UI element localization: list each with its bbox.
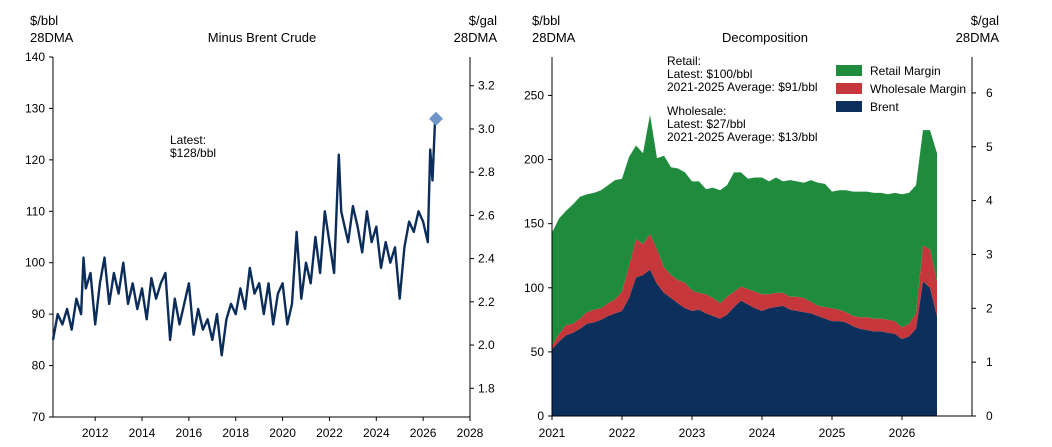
left-chart-y-tick-label: 140 bbox=[25, 50, 45, 64]
legend-label-wholesale-margin: Wholesale Margin bbox=[870, 82, 966, 96]
annotation-retail-average: 2021-2025 Average: $91/bbl bbox=[667, 80, 818, 94]
left-chart-y-tick-label: 120 bbox=[25, 153, 45, 167]
right-chart-y-tick-label: 250 bbox=[524, 88, 544, 102]
right-chart-x-tick-label: 2021 bbox=[539, 426, 566, 440]
left-chart-annotation-line2: $128/bbl bbox=[170, 146, 216, 160]
left-chart-series-line bbox=[51, 118, 438, 357]
left-chart-x-tick-label: 2026 bbox=[410, 426, 437, 440]
annotation-wholesale-heading: Wholesale: bbox=[667, 104, 726, 118]
annotation-wholesale-average: 2021-2025 Average: $13/bbl bbox=[667, 130, 818, 144]
left-chart-annotation-line1: Latest: bbox=[170, 133, 206, 147]
right-chart-x-tick-label: 2023 bbox=[679, 426, 706, 440]
right-chart-x-tick-label: 2025 bbox=[819, 426, 846, 440]
right-chart-y2-tick-label: 4 bbox=[986, 194, 993, 208]
left-chart-x-tick-label: 2012 bbox=[82, 426, 109, 440]
left-chart-latest-marker bbox=[429, 111, 444, 126]
legend-label-brent: Brent bbox=[870, 100, 899, 114]
right-chart-plot-area: 0 50 100 150 200 250 0 1 2 3 4 5 6 2021 2022 2023 2024 20… bbox=[524, 57, 993, 440]
right-chart-annotations: Retail: Latest: $100/bbl 2021-2025 Avera… bbox=[667, 54, 818, 144]
left-chart-y-tick-label: 130 bbox=[25, 101, 45, 115]
right-chart-y2-tick-label: 3 bbox=[986, 247, 993, 261]
left-chart-left-unit: $/bbl bbox=[30, 13, 58, 28]
left-chart-y2-tick-label: 3.2 bbox=[478, 79, 495, 93]
right-chart-y-tick-label: 200 bbox=[524, 153, 544, 167]
legend-swatch-brent bbox=[836, 101, 862, 112]
annotation-wholesale-latest: Latest: $27/bbl bbox=[667, 117, 746, 131]
left-chart-y2-tick-label: 2.6 bbox=[478, 208, 495, 222]
left-chart-y2-tick-label: 2.2 bbox=[478, 295, 495, 309]
left-chart-x-tick-label: 2016 bbox=[176, 426, 203, 440]
right-chart-y-tick-label: 50 bbox=[531, 345, 545, 359]
annotation-retail-heading: Retail: bbox=[667, 54, 701, 68]
right-chart-y-tick-label: 150 bbox=[524, 217, 544, 231]
right-chart-left-unit-sub: 28DMA bbox=[532, 30, 576, 45]
left-chart-y2-tick-label: 1.8 bbox=[478, 381, 495, 395]
left-chart-y2-tick-label: 3.0 bbox=[478, 122, 495, 136]
left-chart-y2-tick-label: 2.0 bbox=[478, 338, 495, 352]
right-chart: $/bbl 28DMA $/gal 28DMA Decomposition Re… bbox=[524, 13, 999, 440]
right-chart-y2-tick-label: 2 bbox=[986, 301, 993, 315]
left-chart-y-tick-label: 110 bbox=[26, 204, 45, 218]
left-chart-y-tick-label: 90 bbox=[32, 307, 46, 321]
legend-label-retail-margin: Retail Margin bbox=[870, 64, 941, 78]
legend: Retail Margin Wholesale Margin Brent bbox=[836, 64, 966, 114]
right-chart-x-tick-label: 2024 bbox=[749, 426, 776, 440]
left-chart-y-tick-label: 80 bbox=[32, 359, 46, 373]
legend-swatch-wholesale-margin bbox=[836, 83, 862, 94]
annotation-retail-latest: Latest: $100/bbl bbox=[667, 67, 752, 81]
left-chart-x-tick-label: 2018 bbox=[222, 426, 249, 440]
left-chart-right-unit-sub: 28DMA bbox=[454, 30, 498, 45]
right-chart-y-tick-label: 100 bbox=[524, 281, 544, 295]
left-chart-y-tick-label: 70 bbox=[32, 410, 46, 424]
left-chart-plot-area: 70 80 90 100 110 120 130 140 1.8 2.0 2.2 2.4 2.6 2.8 3… bbox=[25, 50, 495, 440]
right-chart-title: Decomposition bbox=[722, 30, 808, 45]
left-chart-x-tick-label: 2020 bbox=[269, 426, 296, 440]
area-brent bbox=[552, 269, 937, 416]
left-chart: $/bbl 28DMA $/gal 28DMA Minus Brent Crud… bbox=[25, 13, 497, 440]
left-chart-x-tick-label: 2022 bbox=[316, 426, 343, 440]
left-chart-left-unit-sub: 28DMA bbox=[30, 30, 74, 45]
right-chart-y2-tick-label: 6 bbox=[986, 86, 993, 100]
left-chart-x-tick-label: 2024 bbox=[363, 426, 390, 440]
left-chart-right-unit: $/gal bbox=[469, 13, 497, 28]
right-chart-right-unit-sub: 28DMA bbox=[956, 30, 1000, 45]
right-chart-left-unit: $/bbl bbox=[532, 13, 560, 28]
left-chart-title: Minus Brent Crude bbox=[208, 30, 316, 45]
right-chart-y2-tick-label: 1 bbox=[986, 355, 993, 369]
left-chart-x-tick-label: 2028 bbox=[457, 426, 484, 440]
right-chart-right-unit: $/gal bbox=[971, 13, 999, 28]
legend-swatch-retail-margin bbox=[836, 65, 862, 76]
left-chart-y-tick-label: 100 bbox=[25, 256, 45, 270]
left-chart-y2-tick-label: 2.8 bbox=[478, 165, 495, 179]
left-chart-y2-tick-label: 2.4 bbox=[478, 252, 495, 266]
left-chart-x-tick-label: 2014 bbox=[129, 426, 156, 440]
right-chart-x-tick-label: 2026 bbox=[889, 426, 916, 440]
right-chart-y2-tick-label: 5 bbox=[986, 140, 993, 154]
right-chart-y2-tick-label: 0 bbox=[986, 409, 993, 423]
area-wholesale-margin bbox=[552, 233, 937, 350]
right-chart-x-tick-label: 2022 bbox=[609, 426, 636, 440]
area-retail-margin bbox=[552, 114, 937, 346]
right-chart-y-tick-label: 0 bbox=[537, 409, 544, 423]
